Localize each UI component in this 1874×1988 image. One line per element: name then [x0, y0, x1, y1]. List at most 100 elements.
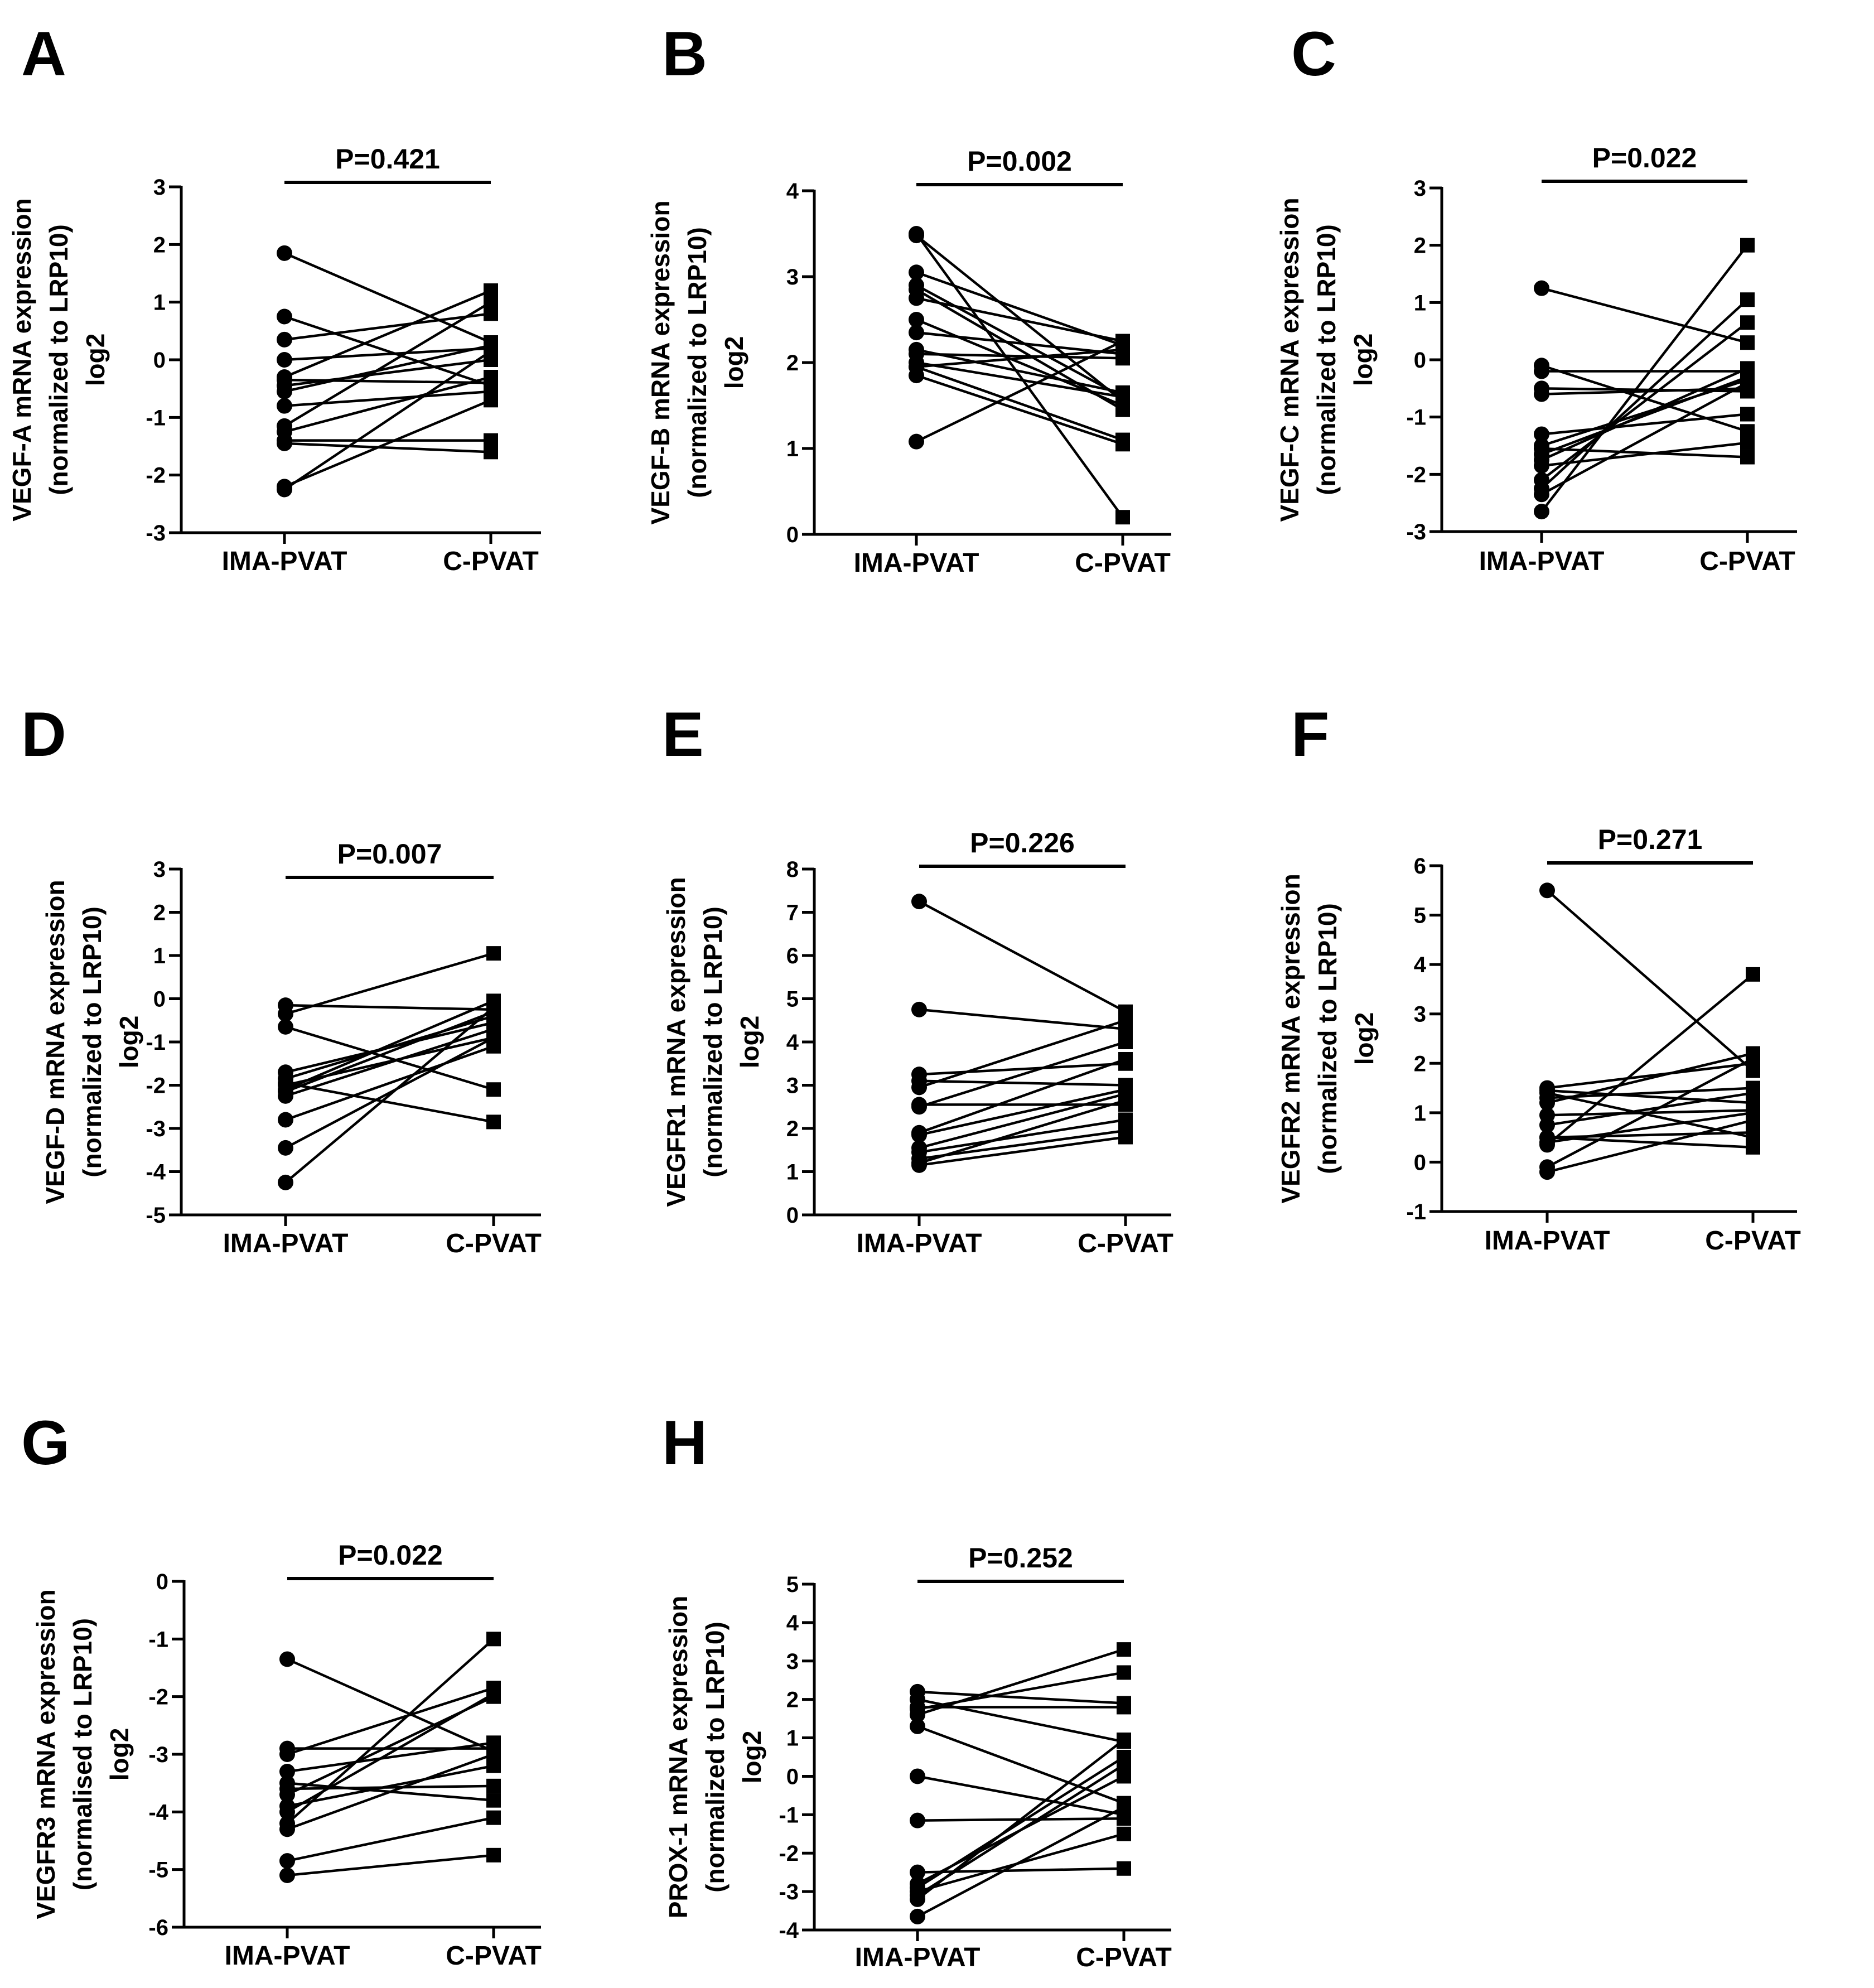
c-pvat-point — [486, 1847, 501, 1862]
ima-pvat-point — [277, 481, 292, 498]
x-category-label: C-PVAT — [446, 1229, 542, 1258]
ima-pvat-point — [1539, 882, 1555, 899]
ima-pvat-point — [277, 398, 292, 414]
pair-line — [1540, 382, 1749, 496]
ima-pvat-point — [279, 1651, 295, 1667]
c-pvat-point — [1117, 1799, 1131, 1815]
panel-letter: B — [662, 19, 707, 89]
y-tick-label: -1 — [1406, 1200, 1426, 1224]
y-tick-label: -1 — [148, 1627, 168, 1652]
x-category-label: IMA-PVAT — [1485, 1226, 1610, 1256]
y-tick-label: -3 — [146, 1117, 166, 1141]
pair-line — [287, 1753, 494, 1831]
ima-pvat-point — [909, 228, 924, 244]
panel-letter: H — [662, 1408, 707, 1478]
ima-pvat-point — [279, 1746, 295, 1762]
pair-line — [916, 297, 1123, 342]
pair-line — [284, 252, 491, 344]
pair-line — [916, 361, 1123, 398]
pair-line — [916, 340, 1123, 443]
x-category-label: C-PVAT — [1075, 548, 1171, 578]
pair-line — [287, 1764, 494, 1808]
y-axis-title-line: VEGF-B mRNA expression — [646, 200, 675, 524]
y-axis-title-line: (normalized to LRP10) — [698, 906, 727, 1178]
ima-pvat-point — [909, 433, 924, 450]
y-tick-label: 0 — [1414, 348, 1426, 373]
ima-pvat-point — [1534, 280, 1549, 296]
ima-pvat-point — [1534, 363, 1549, 379]
p-value-label: P=0.421 — [335, 143, 440, 175]
y-axis-title: VEGF-B mRNA expression (normalized to LRP… — [646, 200, 748, 524]
ima-pvat-point — [909, 290, 924, 306]
pair-line — [1546, 1057, 1754, 1169]
y-tick-label: 5 — [1414, 904, 1426, 928]
y-tick-label: 2 — [1414, 1051, 1426, 1076]
ima-pvat-point — [279, 1853, 295, 1869]
pair-line — [1541, 375, 1748, 456]
c-pvat-point — [486, 1686, 501, 1701]
panel-d: D -5 -4 -3 -2 -1 0 1 2 3 IMA-PVAT C-PVAT VEGF-D mRNA… — [21, 699, 542, 1258]
pair-line — [1547, 1052, 1754, 1104]
pair-line — [917, 1725, 1124, 1804]
y-axis-title-line: VEGF-D mRNA expression — [41, 880, 70, 1204]
y-axis-title-line: PROX-1 mRNA expression — [664, 1596, 693, 1919]
ima-pvat-point — [277, 331, 292, 348]
c-pvat-point — [1746, 1113, 1760, 1128]
c-pvat-point — [1740, 435, 1755, 450]
c-pvat-point — [484, 393, 498, 408]
y-tick-label: 0 — [786, 523, 799, 547]
y-axis-title: PROX-1 mRNA expression (normalized to LRP… — [664, 1596, 766, 1919]
pair-line — [1547, 1089, 1754, 1104]
ima-pvat-point — [277, 245, 292, 261]
pair-line — [1547, 1062, 1754, 1089]
pair-line — [285, 952, 494, 1015]
pair-line — [287, 1687, 494, 1756]
ima-pvat-point — [277, 383, 292, 399]
pair-line — [1547, 1136, 1754, 1149]
pair-line — [1540, 321, 1749, 481]
pair-line — [284, 375, 491, 433]
ima-pvat-point — [910, 1864, 925, 1880]
pair-line — [916, 1806, 1125, 1918]
y-tick-label: -2 — [146, 1074, 166, 1098]
pair-line — [919, 1129, 1126, 1160]
pair-line — [1541, 447, 1748, 459]
pair-line — [284, 442, 491, 453]
p-value-label: P=0.022 — [338, 1540, 443, 1571]
y-axis-title-line: (normalized to LRP10) — [1313, 903, 1342, 1174]
y-tick-label: -6 — [148, 1915, 168, 1940]
ima-pvat-point — [1534, 426, 1549, 442]
ima-pvat-point — [911, 1127, 927, 1143]
pair-line — [1540, 244, 1749, 513]
y-tick-label: 3 — [1414, 176, 1426, 201]
y-tick-label: 3 — [786, 1074, 799, 1098]
ima-pvat-point — [911, 894, 927, 910]
pair-line — [287, 1854, 494, 1877]
pair-line — [916, 348, 1123, 394]
pair-line — [917, 1671, 1124, 1711]
pair-line — [287, 1658, 494, 1753]
ima-pvat-point — [279, 1821, 295, 1837]
x-category-label: IMA-PVAT — [857, 1229, 982, 1258]
y-tick-label: 3 — [153, 175, 166, 200]
c-pvat-point — [1746, 1051, 1760, 1066]
ima-pvat-point — [279, 1804, 295, 1820]
pair-line — [1541, 413, 1748, 436]
x-category-label: IMA-PVAT — [1479, 547, 1605, 576]
x-category-label: IMA-PVAT — [855, 1943, 981, 1972]
y-tick-label: -5 — [148, 1858, 168, 1883]
pair-line — [283, 301, 492, 427]
ima-pvat-point — [279, 1787, 295, 1803]
y-tick-label: 4 — [786, 1030, 799, 1055]
pair-line — [285, 1015, 494, 1080]
y-axis-title-line: log2 — [1349, 334, 1378, 387]
panel-h: H -4 -3 -2 -1 0 1 2 3 4 5 IMA-PVAT C-PVAT PROX-1 mRNA… — [662, 1408, 1172, 1972]
ima-pvat-point — [278, 1006, 293, 1022]
y-tick-label: -1 — [146, 406, 166, 430]
panel-c: C -3 -2 -1 0 1 2 3 IMA-PVAT C-PVAT VEGF-C mRNA exp… — [1275, 19, 1797, 576]
c-pvat-point — [1746, 1125, 1760, 1140]
c-pvat-point — [486, 1632, 501, 1647]
y-axis-title-line: VEGFR3 mRNA expression — [31, 1589, 60, 1919]
y-axis-title-line: (normalized to LRP10) — [44, 224, 73, 495]
c-pvat-point — [1740, 407, 1755, 422]
